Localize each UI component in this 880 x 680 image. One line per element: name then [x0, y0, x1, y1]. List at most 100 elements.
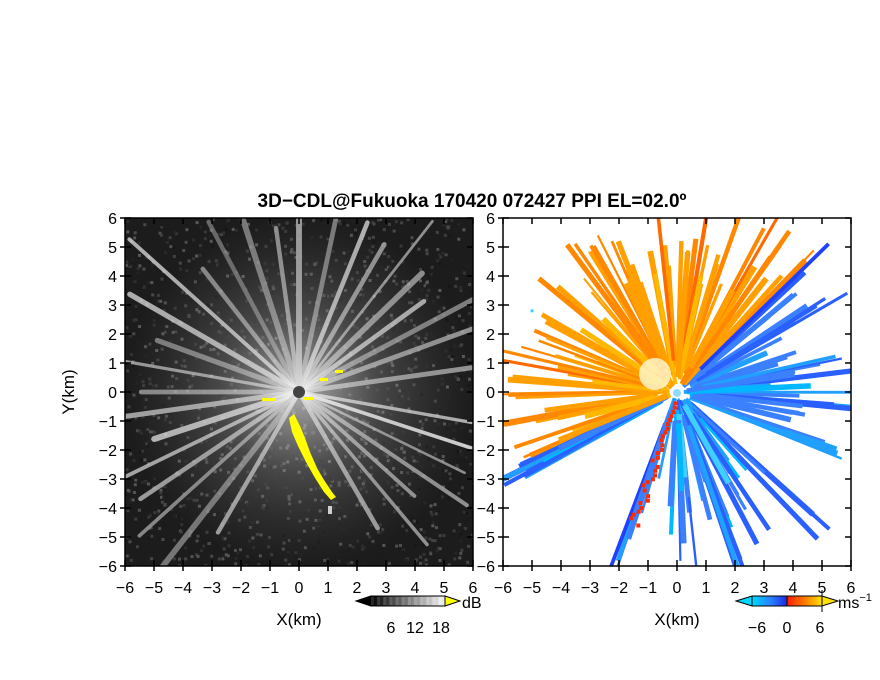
velocity-streak-167 — [681, 244, 782, 385]
velocity-axis-ticks: 6 5 4 3 2 1 0 −1 −2 −3 −4 −5 −6 — [477, 211, 852, 576]
x-tick-label: 1 — [324, 580, 333, 597]
velocity-edge-cell-29 — [636, 523, 641, 528]
x-tick-label: 6 — [847, 580, 856, 597]
velocity-colorbar: ms−1 −6 0 6 — [734, 590, 872, 637]
y-tick-label: −1 — [99, 414, 117, 431]
snr-colorbar-cell — [438, 597, 442, 605]
x-tick-label: −6 — [494, 580, 512, 597]
y-tick-label: −4 — [99, 501, 117, 518]
velocity-edge-cell-23 — [645, 498, 650, 503]
velocity-colorbar-unit: ms−1 — [838, 592, 872, 612]
y-tick-label: 4 — [108, 269, 117, 286]
velocity-streak-163 — [677, 276, 704, 379]
x-tick-label: −6 — [116, 580, 134, 597]
x-tick-label: −1 — [639, 580, 657, 597]
velocity-streak-185 — [513, 397, 655, 450]
velocity-streak-134 — [686, 383, 811, 395]
velocity-streak-19 — [707, 350, 797, 384]
velocity-streak-70 — [681, 218, 742, 374]
snr-colorbar-cell — [383, 597, 387, 605]
snr-colorbar-cells — [371, 597, 442, 605]
x-tick-label: −4 — [552, 580, 570, 597]
y-tick-label: −5 — [99, 530, 117, 547]
x-tick-label: −1 — [261, 580, 279, 597]
velocity-edge-cell-10 — [660, 443, 665, 448]
velocity-edge-cell-8 — [660, 434, 665, 439]
snr-axis-ticks — [120, 217, 474, 571]
y-tick-label: −6 — [477, 559, 495, 576]
x-tick-label: 5 — [440, 580, 449, 597]
velocity-streak-190 — [699, 242, 830, 371]
velocity-streak-202 — [688, 288, 736, 370]
x-tick-label: 6 — [469, 580, 478, 597]
velocity-streak-200 — [696, 393, 806, 417]
velocity-edge-cell-16 — [653, 468, 658, 473]
velocity-edge-cell-7 — [663, 430, 668, 435]
snr-colorbar-tick-6: 6 — [387, 620, 396, 637]
velocity-edge-cell-6 — [665, 426, 670, 431]
velocity-colorbar-tick-6: 6 — [816, 620, 825, 637]
velocity-streak-152 — [705, 393, 803, 409]
y-tick-label: −2 — [99, 443, 117, 460]
velocity-edge-cell-13 — [655, 455, 660, 460]
velocity-streak-133 — [573, 242, 669, 378]
velocity-edge-cell-3 — [669, 414, 674, 418]
y-tick-label: −6 — [99, 559, 117, 576]
x-tick-label: 4 — [411, 580, 420, 597]
velocity-streak-184 — [688, 394, 839, 456]
velocity-isolated-echo — [530, 309, 534, 313]
x-tick-label: −2 — [232, 580, 250, 597]
y-tick-label: 0 — [108, 385, 117, 402]
velocity-streak-123 — [682, 263, 720, 373]
velocity-streak-64 — [699, 417, 748, 472]
snr-colorbar-cell — [377, 597, 381, 605]
velocity-streak-90 — [680, 414, 713, 521]
x-tick-label: 0 — [673, 580, 682, 597]
velocity-streak-169 — [615, 240, 674, 377]
velocity-streak-147 — [537, 276, 665, 383]
velocity-streak-201 — [589, 244, 665, 370]
y-tick-label: 6 — [486, 211, 495, 228]
velocity-streak-66 — [689, 350, 769, 389]
snr-colorbar: dB 6 12 18 — [354, 595, 482, 637]
y-tick-label: 1 — [108, 356, 117, 373]
snr-colorbar-low-arrow — [354, 595, 372, 607]
velocity-edge-cell-12 — [655, 451, 660, 456]
velocity-colorbar-low-arrow — [734, 595, 753, 607]
x-tick-label: 1 — [702, 580, 711, 597]
velocity-edge-cell-5 — [666, 422, 670, 427]
y-tick-label: 3 — [108, 298, 117, 315]
velocity-near-field-bright — [639, 358, 671, 390]
y-tick-label: −3 — [477, 472, 495, 489]
velocity-edge-cell-24 — [638, 501, 643, 505]
velocity-streak-142 — [682, 274, 784, 386]
velocity-colorbar-tick-0: 0 — [783, 620, 792, 637]
x-tick-label: 5 — [818, 580, 827, 597]
velocity-streak-104 — [695, 336, 783, 384]
snr-colorbar-tick-12: 12 — [406, 620, 424, 637]
velocity-streak-205 — [675, 423, 685, 492]
snr-colorbar-cell — [407, 597, 411, 605]
velocity-edge-cell-9 — [659, 438, 664, 443]
y-tick-label: 3 — [486, 298, 495, 315]
y-tick-label: 5 — [486, 240, 495, 257]
snr-colorbar-cell — [420, 597, 424, 605]
velocity-streak-198 — [691, 395, 786, 430]
velocity-colorbar-tick-neg6: −6 — [748, 620, 766, 637]
x-tick-label: 3 — [760, 580, 769, 597]
velocity-streak-188 — [544, 393, 653, 413]
snr-colorbar-unit: dB — [462, 595, 482, 612]
velocity-streak-160 — [684, 283, 723, 371]
x-tick-label: 2 — [731, 580, 740, 597]
velocity-streak-165 — [675, 251, 691, 378]
velocity-streak-68 — [565, 243, 668, 379]
velocity-streak-154 — [653, 273, 678, 385]
x-tick-label: 2 — [353, 580, 362, 597]
velocity-edge-cell-21 — [642, 488, 647, 493]
velocity-x-tick-labels: −6 −5 −4 −3 −2 −1 0 1 2 3 4 5 6 — [494, 580, 856, 597]
velocity-streak-186 — [694, 408, 766, 475]
velocity-site-marker — [673, 389, 681, 397]
velocity-streak-156 — [656, 218, 676, 361]
